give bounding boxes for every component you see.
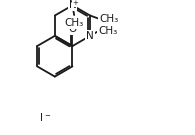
Text: +: +	[72, 0, 78, 6]
Text: CH₃: CH₃	[98, 26, 117, 36]
Text: CH₃: CH₃	[99, 14, 118, 24]
Text: I: I	[40, 113, 43, 123]
Text: O: O	[68, 24, 77, 34]
Text: N: N	[69, 0, 76, 10]
Text: N: N	[86, 31, 94, 41]
Text: −: −	[44, 113, 50, 119]
Text: CH₃: CH₃	[65, 18, 84, 28]
